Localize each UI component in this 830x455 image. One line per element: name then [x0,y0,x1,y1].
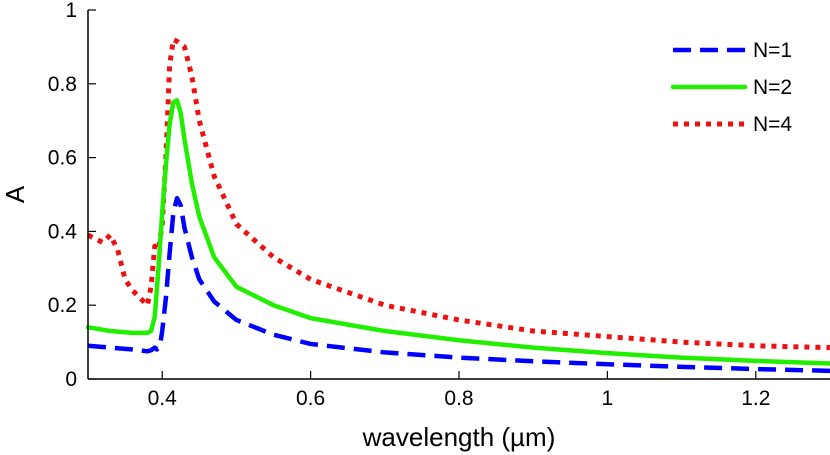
tick-marks [88,9,757,380]
y-axis-label: A [0,185,30,203]
x-tick-label: 1 [602,387,614,410]
series-line-n-1 [87,195,830,374]
x-tick-label: 0.6 [296,387,325,410]
y-tick-label: 0.8 [48,73,77,96]
series-line-n-2 [85,98,830,366]
y-tick-label: 0.4 [48,220,78,243]
legend-label: N=2 [753,76,792,99]
legend-label: N=4 [753,113,792,136]
x-tick-label: 0.8 [444,387,473,410]
tick-labels: 0.4 0.6 0.8 1 1.2 0 0.2 0.4 0.6 0.8 1 [48,0,771,410]
legend: N=1 N=2 N=4 [670,39,792,136]
legend-label: N=1 [753,39,792,62]
x-tick-label: 0.4 [148,387,178,410]
y-tick-label: 0.6 [48,147,77,170]
y-tick-label: 0 [65,368,77,391]
x-tick-label: 1.2 [741,387,770,410]
y-tick-label: 1 [65,0,77,22]
axes [87,10,830,380]
series-curves [85,37,830,374]
y-tick-label: 0.2 [48,294,77,317]
x-axis-label: wavelength (µm) [362,422,556,452]
